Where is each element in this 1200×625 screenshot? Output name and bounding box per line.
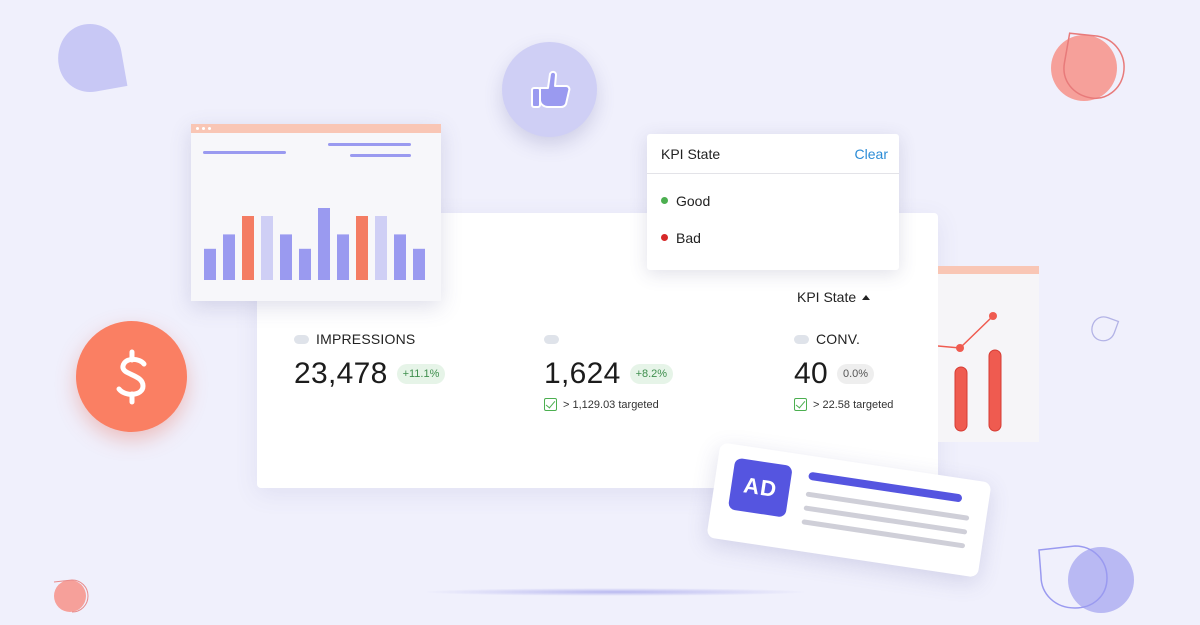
thumbs-up-icon [530, 70, 570, 108]
metric-value: 23,478 [294, 357, 388, 390]
caret-up-icon [862, 294, 871, 300]
line-chart-illustration [938, 312, 1002, 432]
status-dot-good [661, 197, 668, 204]
option-good[interactable]: Good [647, 182, 899, 219]
illustration-bar [261, 216, 273, 280]
window-titlebar [191, 124, 441, 133]
option-label: Bad [676, 229, 701, 246]
metric-value: 40 [794, 357, 828, 390]
metric-label: IMPRESSIONS [316, 331, 416, 347]
pill-icon [544, 334, 559, 344]
window-dot [202, 127, 205, 130]
illustration-bar [204, 248, 216, 280]
window-titlebar [938, 266, 1039, 274]
thumbs-up-badge [502, 42, 597, 137]
illustration-bar [223, 234, 235, 280]
metric-label: CONV. [816, 331, 861, 347]
illustration-bar [242, 216, 254, 280]
trend-point [989, 312, 997, 320]
line-chart-window [938, 266, 1039, 442]
ad-badge: AD [727, 457, 793, 518]
illustration-bar [318, 208, 330, 280]
delta-badge: 0.0% [836, 364, 875, 384]
status-dot-bad [661, 234, 668, 241]
decor-drops-bottom-right [1038, 545, 1134, 613]
decor-drop-coral-top-right [1051, 32, 1125, 101]
decor-drop-outline-right [1091, 316, 1120, 342]
pill-icon [794, 334, 809, 344]
illustration-bar [356, 216, 368, 280]
delta-badge: +8.2% [629, 364, 674, 384]
dropdown-header: KPI State Clear [647, 134, 899, 174]
bar-chart-window [191, 124, 441, 301]
illustration-bar [280, 234, 292, 280]
metric-secondary: 1,624 +8.2% > 1,129.03 targeted [544, 331, 674, 411]
trend-line [938, 315, 994, 349]
target-row: > 22.58 targeted [794, 398, 893, 411]
check-icon [544, 398, 557, 411]
delta-badge: +11.1% [396, 364, 446, 384]
illustration-bar [413, 248, 425, 280]
target-text: > 1,129.03 targeted [563, 398, 659, 411]
illustration-bar [394, 234, 406, 280]
illustration-bar [375, 216, 387, 280]
window-dot [196, 127, 199, 130]
option-label: Good [676, 192, 711, 209]
check-icon [794, 398, 807, 411]
ad-card: AD [706, 442, 992, 578]
placeholder-line [328, 143, 411, 146]
window-dot [208, 127, 211, 130]
decor-drop-purple-top-left [58, 24, 128, 92]
illustration-bar [337, 234, 349, 280]
bar-chart-illustration [204, 208, 425, 280]
target-row: > 1,129.03 targeted [544, 398, 673, 411]
dollar-coin [76, 321, 187, 432]
target-text: > 22.58 targeted [813, 398, 894, 411]
decor-drop-coral-bottom-left [53, 579, 89, 613]
option-bad[interactable]: Bad [647, 219, 899, 256]
trend-bar [988, 349, 1002, 432]
placeholder-line [803, 505, 968, 535]
metric-impressions: IMPRESSIONS 23,478 +11.1% [294, 331, 446, 391]
floor-shadow [420, 588, 810, 596]
placeholder-line [801, 519, 966, 549]
placeholder-line [203, 151, 286, 154]
dropdown-title: KPI State [661, 145, 721, 162]
dollar-icon [116, 349, 146, 404]
metric-conversions: CONV. 40 0.0% > 22.58 targeted [794, 331, 893, 411]
metric-value: 1,624 [544, 357, 621, 390]
pill-icon [294, 334, 309, 344]
clear-button[interactable]: Clear [854, 145, 888, 162]
placeholder-line [350, 154, 411, 157]
kpi-state-dropdown: KPI State Clear Good Bad [647, 134, 899, 270]
trend-point [956, 344, 964, 352]
trend-bar [954, 366, 968, 432]
illustration-bar [299, 248, 311, 280]
kpi-state-toggle[interactable]: KPI State [797, 289, 871, 305]
kpi-state-toggle-label: KPI State [797, 289, 857, 305]
